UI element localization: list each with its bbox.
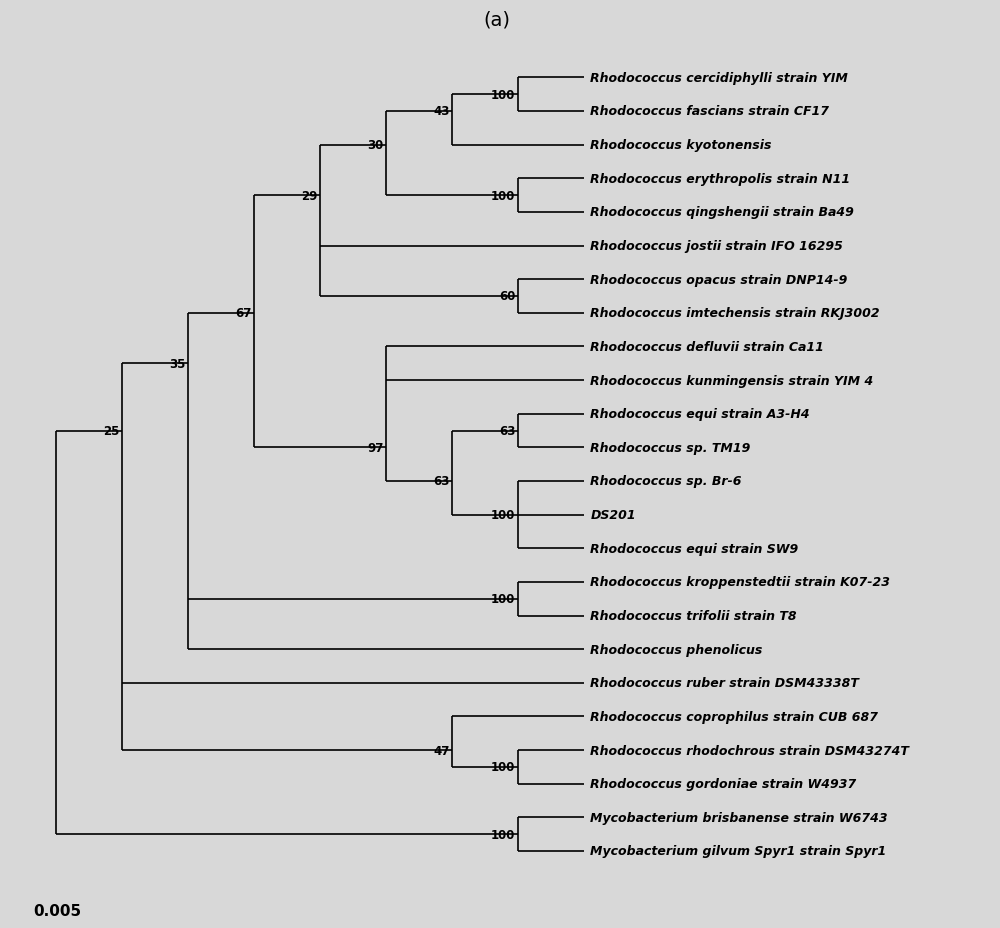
Text: Rhodococcus fascians strain CF17: Rhodococcus fascians strain CF17: [590, 106, 829, 119]
Text: Rhodococcus equi strain A3-H4: Rhodococcus equi strain A3-H4: [590, 407, 810, 420]
Text: Rhodococcus defluvii strain Ca11: Rhodococcus defluvii strain Ca11: [590, 341, 824, 354]
Text: Mycobacterium brisbanense strain W6743: Mycobacterium brisbanense strain W6743: [590, 811, 888, 824]
Text: Rhodococcus kyotonensis: Rhodococcus kyotonensis: [590, 139, 772, 152]
Text: 63: 63: [499, 425, 515, 437]
Text: 47: 47: [433, 743, 449, 756]
Text: Rhodococcus phenolicus: Rhodococcus phenolicus: [590, 643, 763, 656]
Text: Rhodococcus imtechensis strain RKJ3002: Rhodococcus imtechensis strain RKJ3002: [590, 307, 880, 320]
Text: 29: 29: [301, 189, 317, 202]
Text: Rhodococcus equi strain SW9: Rhodococcus equi strain SW9: [590, 542, 799, 555]
Text: 100: 100: [491, 593, 515, 606]
Text: Rhodococcus trifolii strain T8: Rhodococcus trifolii strain T8: [590, 610, 797, 623]
Text: Mycobacterium gilvum Spyr1 strain Spyr1: Mycobacterium gilvum Spyr1 strain Spyr1: [590, 844, 887, 857]
Text: 30: 30: [367, 139, 383, 152]
Text: 100: 100: [491, 828, 515, 841]
Text: 100: 100: [491, 761, 515, 774]
Text: 60: 60: [499, 290, 515, 303]
Text: 0.005: 0.005: [33, 903, 81, 918]
Text: 100: 100: [491, 509, 515, 522]
Text: Rhodococcus ruber strain DSM43338T: Rhodococcus ruber strain DSM43338T: [590, 677, 859, 690]
Text: DS201: DS201: [590, 509, 636, 522]
Text: 63: 63: [433, 475, 449, 488]
Text: Rhodococcus jostii strain IFO 16295: Rhodococcus jostii strain IFO 16295: [590, 239, 843, 252]
Text: 100: 100: [491, 88, 515, 101]
Text: Rhodococcus erythropolis strain N11: Rhodococcus erythropolis strain N11: [590, 173, 850, 186]
Text: Rhodococcus coprophilus strain CUB 687: Rhodococcus coprophilus strain CUB 687: [590, 710, 878, 723]
Text: Rhodococcus cercidiphylli strain YIM: Rhodococcus cercidiphylli strain YIM: [590, 71, 848, 84]
Text: Rhodococcus rhodochrous strain DSM43274T: Rhodococcus rhodochrous strain DSM43274T: [590, 743, 909, 756]
Text: 35: 35: [169, 357, 185, 370]
Text: 25: 25: [103, 425, 119, 437]
Text: Rhodococcus sp. Br-6: Rhodococcus sp. Br-6: [590, 475, 742, 488]
Text: Rhodococcus qingshengii strain Ba49: Rhodococcus qingshengii strain Ba49: [590, 206, 854, 219]
Text: 43: 43: [433, 106, 449, 119]
Text: 67: 67: [235, 307, 251, 320]
Text: Rhodococcus kunmingensis strain YIM 4: Rhodococcus kunmingensis strain YIM 4: [590, 374, 874, 387]
Text: Rhodococcus kroppenstedtii strain K07-23: Rhodococcus kroppenstedtii strain K07-23: [590, 575, 890, 588]
Text: 97: 97: [367, 442, 383, 455]
Text: 100: 100: [491, 189, 515, 202]
Text: Rhodococcus gordoniae strain W4937: Rhodococcus gordoniae strain W4937: [590, 778, 857, 791]
Text: (a): (a): [483, 10, 510, 29]
Text: Rhodococcus sp. TM19: Rhodococcus sp. TM19: [590, 442, 751, 455]
Text: Rhodococcus opacus strain DNP14-9: Rhodococcus opacus strain DNP14-9: [590, 274, 848, 287]
